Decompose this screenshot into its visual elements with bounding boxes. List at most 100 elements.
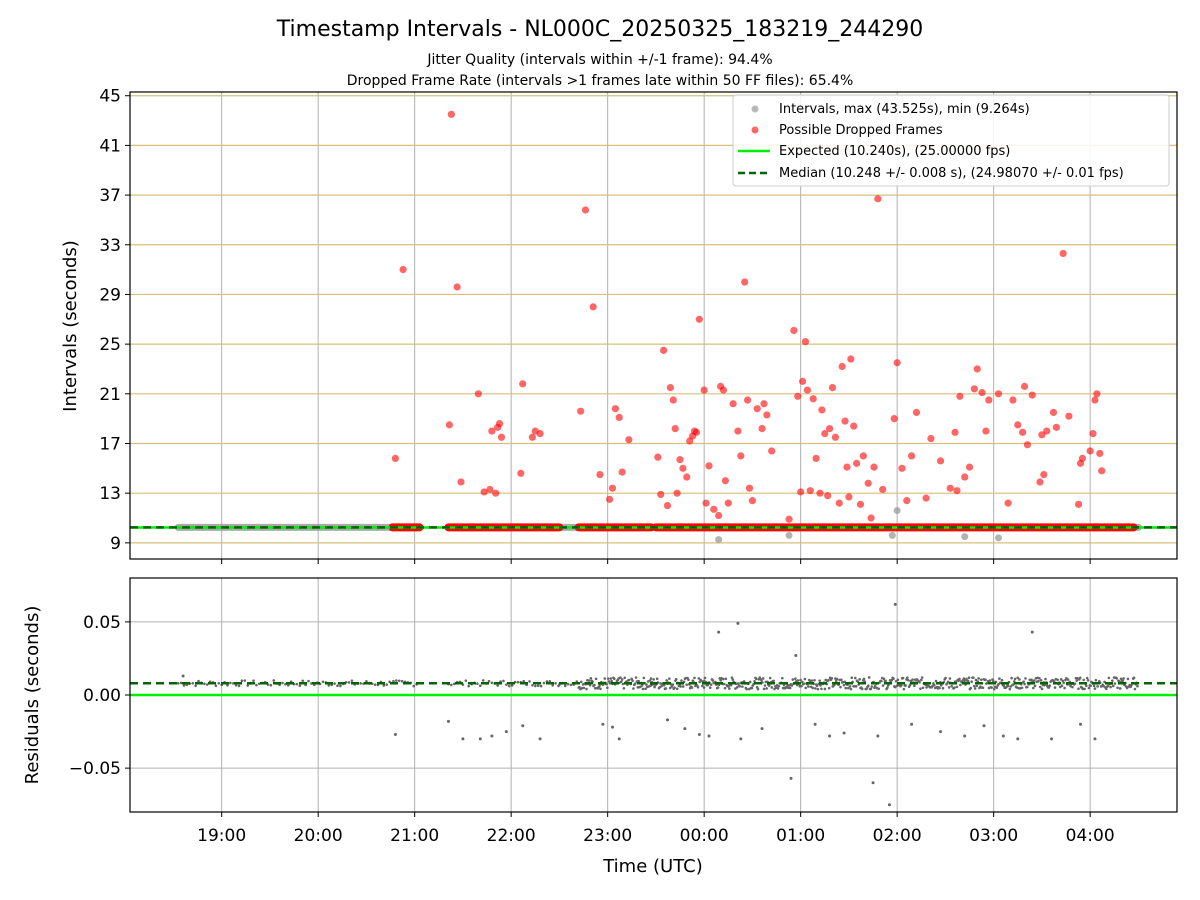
residual-point — [609, 677, 613, 680]
residual-outlier-point — [736, 621, 740, 625]
residual-point — [301, 679, 305, 683]
dropped-frame-point — [826, 424, 834, 433]
residual-point — [545, 680, 549, 683]
residual-point — [1115, 677, 1118, 680]
dropped-frame-point — [864, 479, 872, 487]
dropped-frame-point — [596, 470, 604, 479]
residual-point — [794, 677, 797, 681]
residual-point — [854, 685, 858, 688]
residual-point — [1118, 687, 1122, 690]
residual-outlier-point — [538, 737, 542, 741]
dropped-frame-point — [1086, 447, 1094, 455]
dropped-frame-point — [1078, 454, 1087, 462]
residual-outlier-point — [521, 724, 525, 728]
residual-point — [992, 687, 996, 691]
dropped-frame-point — [1089, 429, 1097, 438]
residual-point — [1096, 685, 1099, 688]
residual-point — [1130, 683, 1133, 687]
dropped-frame-point — [893, 359, 901, 367]
residual-point — [622, 686, 626, 690]
dropped-frame-point — [453, 283, 461, 291]
residual-point — [884, 679, 887, 683]
residual-point — [637, 679, 640, 683]
dropped-frame-point — [734, 427, 742, 435]
residual-point — [385, 683, 388, 686]
residual-point — [1093, 687, 1097, 690]
residual-point — [1109, 685, 1112, 689]
residual-point — [882, 677, 886, 681]
dropped-frame-point — [671, 424, 679, 433]
residual-point — [627, 678, 631, 682]
dropped-frame-point — [965, 463, 974, 471]
intervals-y-tick-label: 25 — [99, 335, 121, 355]
residual-point — [970, 680, 973, 683]
residual-point — [944, 676, 947, 680]
dropped-frame-point — [1019, 428, 1027, 436]
residual-point — [690, 686, 694, 689]
residual-point — [988, 679, 992, 682]
residual-point — [992, 680, 995, 683]
dropped-frame-point — [1023, 441, 1032, 449]
residual-point — [748, 680, 752, 684]
legend-label-expected: Expected (10.240s), (25.00000 fps) — [779, 144, 1010, 159]
residual-point — [1040, 687, 1044, 691]
residual-point — [716, 686, 720, 689]
residual-point — [1009, 685, 1013, 688]
dropped-frame-point — [859, 452, 867, 460]
intervals-axes-frame — [129, 91, 1178, 560]
interval-point — [994, 534, 1002, 542]
residual-outlier-point — [478, 737, 482, 741]
residual-outlier-point — [617, 737, 621, 741]
residual-point — [1111, 679, 1114, 682]
dropped-frame-point — [856, 500, 865, 508]
residual-point — [858, 678, 861, 681]
residual-point — [673, 686, 676, 689]
residual-point — [724, 677, 728, 681]
residual-point — [997, 682, 1000, 686]
residual-point — [1092, 684, 1096, 688]
residual-point — [946, 680, 950, 684]
residual-point — [642, 676, 646, 680]
residual-point — [536, 684, 540, 688]
residual-point — [1060, 684, 1064, 688]
residual-point — [839, 685, 842, 689]
residual-point — [510, 684, 514, 687]
residual-outlier-point — [707, 734, 711, 738]
residual-point — [807, 685, 810, 688]
residual-outlier-point — [610, 725, 614, 729]
residual-point — [741, 685, 744, 688]
dropped-frame-point — [743, 396, 752, 404]
residual-point — [754, 677, 758, 681]
residual-outlier-point — [1079, 722, 1083, 726]
residual-point — [788, 686, 792, 690]
dropped-frame-point — [1043, 427, 1051, 435]
residual-point — [827, 678, 830, 682]
residual-point — [606, 677, 610, 680]
dropped-frame-point — [798, 377, 807, 385]
residual-outlier-point — [842, 731, 846, 735]
residual-point — [662, 683, 666, 687]
residual-point — [321, 680, 325, 684]
residuals-y-label: Residuals (seconds) — [22, 606, 43, 785]
dropped-frame-point — [936, 457, 945, 465]
residual-point — [772, 679, 775, 683]
residual-point — [1078, 676, 1082, 680]
residual-point — [1111, 684, 1115, 688]
residual-point — [820, 687, 823, 691]
dropped-frame-point — [1004, 499, 1012, 507]
residual-point — [1022, 680, 1026, 683]
residual-outlier-point — [665, 718, 669, 722]
residual-point — [1056, 678, 1059, 682]
residual-point — [873, 684, 877, 688]
residual-point — [816, 687, 820, 691]
residual-point — [1106, 684, 1110, 688]
dropped-frame-point — [845, 493, 853, 501]
residual-point — [531, 683, 534, 687]
residual-point — [777, 684, 781, 688]
residual-point — [594, 677, 598, 681]
residual-point — [911, 678, 914, 681]
intervals-y-tick-label: 45 — [99, 87, 121, 107]
residual-point — [226, 684, 229, 687]
residual-point — [347, 681, 351, 684]
dropped-frame-point — [982, 427, 990, 435]
